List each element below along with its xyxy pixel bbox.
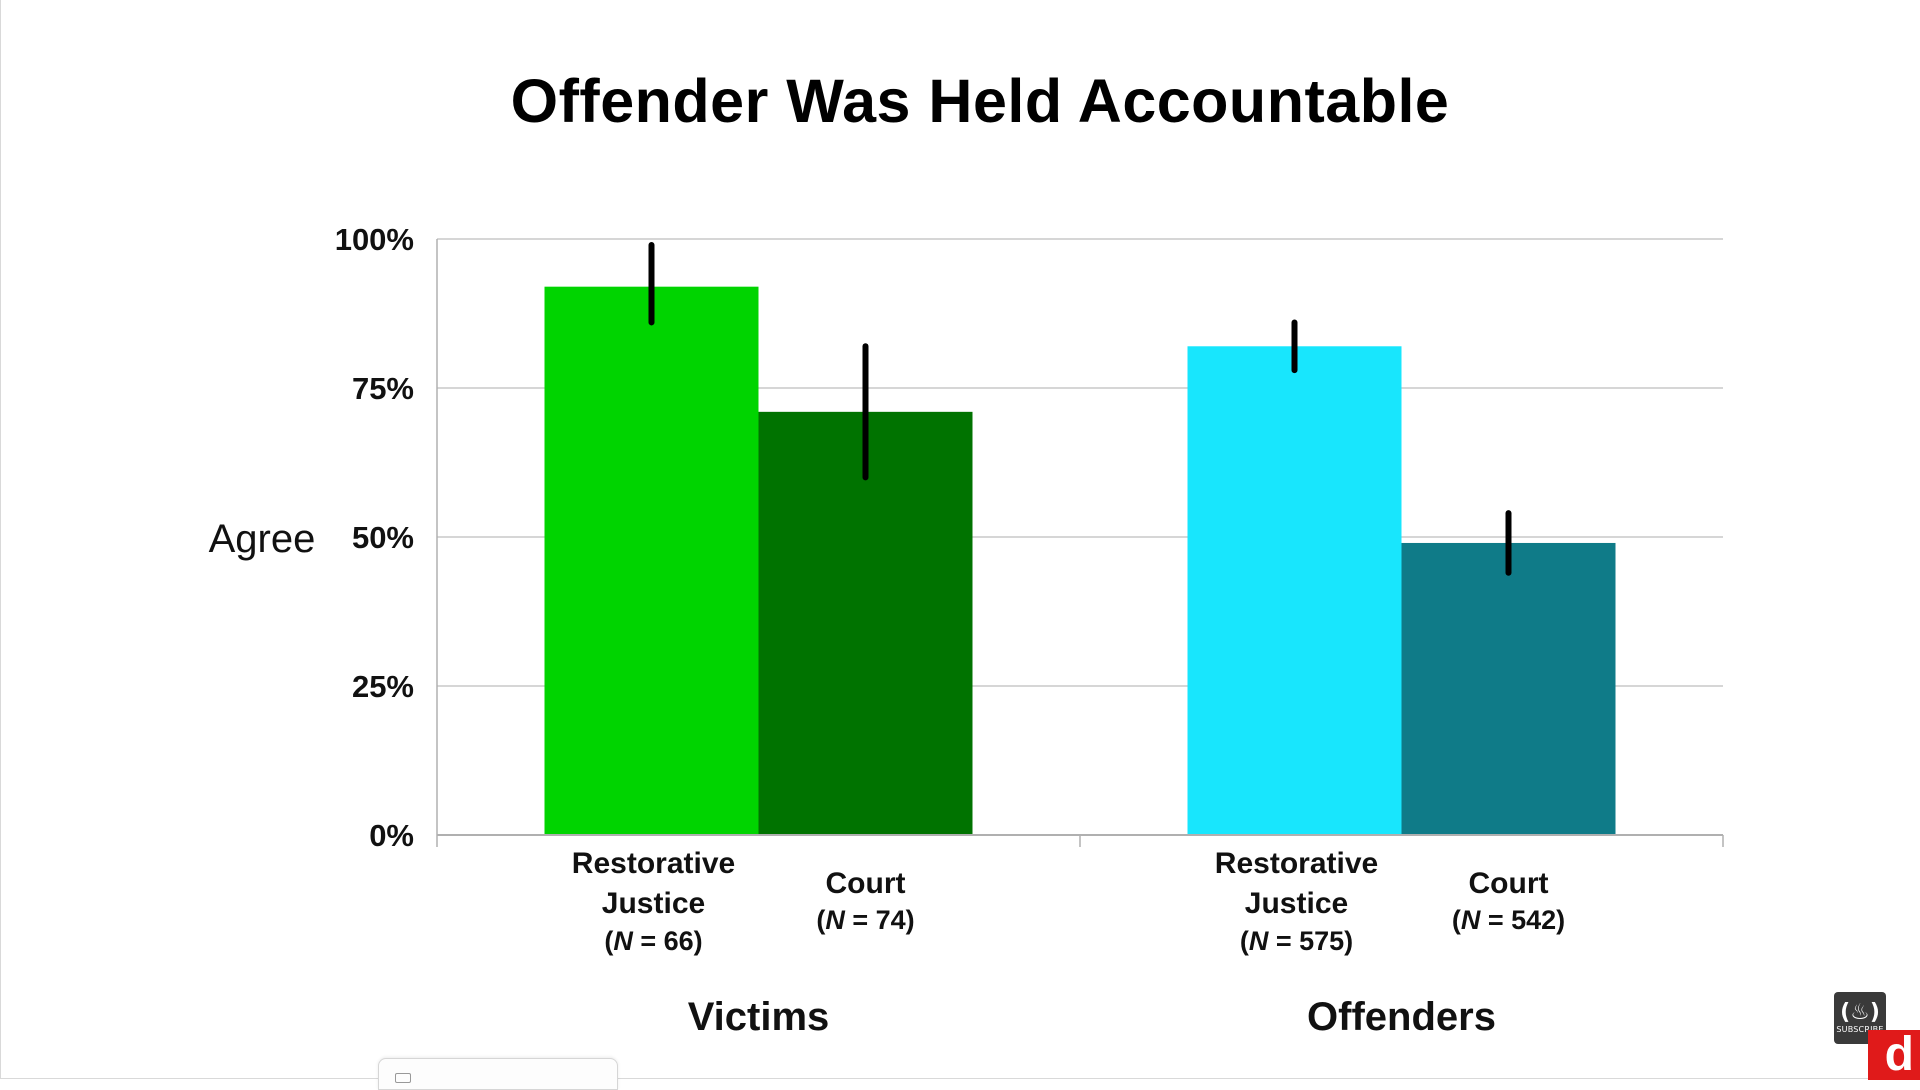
group-label: Victims — [688, 995, 830, 1039]
category-label: Justice — [602, 887, 705, 920]
category-labels: Restorative Justice (N = 66) Court (N = 74) R… — [572, 847, 1565, 956]
y-tick-label: 25% — [352, 669, 414, 704]
x-axis — [436, 239, 1724, 847]
channel-badge[interactable]: d — [1868, 1030, 1920, 1080]
bar — [544, 286, 759, 835]
sample-size-label: (N = 74) — [816, 905, 914, 935]
category-label: Restorative — [572, 847, 735, 880]
window-icon — [395, 1073, 411, 1083]
y-tick-label: 75% — [352, 371, 414, 406]
category-label: Justice — [1245, 887, 1348, 920]
subscribe-label: SUBSCRIBE — [1836, 1025, 1884, 1034]
sample-size-label: (N = 575) — [1240, 926, 1353, 956]
group-label: Offenders — [1307, 995, 1496, 1039]
y-tick-label: 50% — [352, 520, 414, 555]
freecodecamp-logo[interactable]: (♨) SUBSCRIBE — [1834, 992, 1886, 1044]
bar — [1187, 346, 1402, 835]
sample-size-label: (N = 542) — [1452, 905, 1565, 935]
bar — [758, 411, 973, 835]
video-preview-popup — [378, 1058, 618, 1090]
chart-title: Offender Was Held Accountable — [510, 67, 1450, 135]
flame-icon: (♨) — [1840, 1000, 1880, 1025]
y-axis-ticks: 0% 25% 50% 75% 100% — [335, 222, 414, 853]
category-label: Restorative — [1215, 847, 1378, 880]
y-tick-label: 100% — [335, 222, 414, 257]
group-labels: Victims Offenders — [688, 995, 1496, 1039]
error-bars — [648, 241, 1512, 576]
bars — [544, 286, 1616, 835]
bar — [1401, 542, 1616, 835]
sample-size-label: (N = 66) — [604, 926, 702, 956]
category-label: Court — [826, 867, 906, 900]
y-tick-label: 0% — [369, 818, 414, 853]
y-axis-label: Agree — [209, 517, 316, 561]
category-label: Court — [1469, 867, 1549, 900]
